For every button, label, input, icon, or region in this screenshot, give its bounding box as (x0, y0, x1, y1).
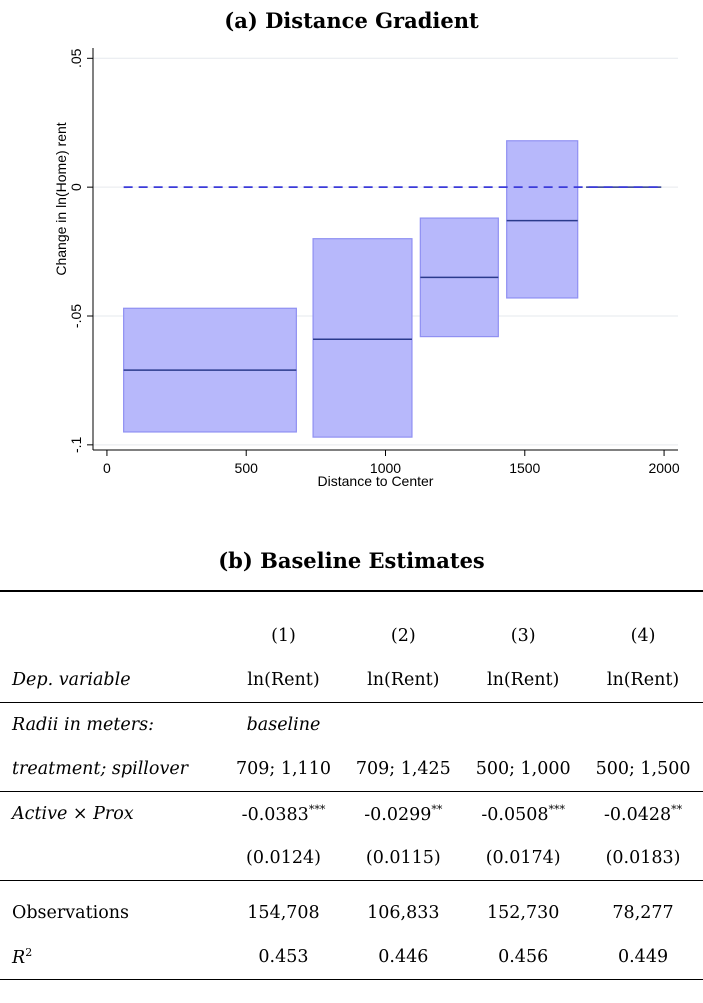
x-tick-label: 0 (103, 460, 111, 476)
treatment-cell: 709; 1,110 (236, 759, 331, 779)
dep-variable-cell: ln(Rent) (247, 670, 320, 690)
axes: 0 500 1000 1500 2000 -.1 -.05 0 .05 (68, 48, 680, 476)
observations-cell: 78,277 (612, 903, 674, 923)
coefficient-cell: -0.0508*** (463, 791, 584, 836)
observations-row: Observations 154,708 106,833 152,730 78,… (0, 891, 703, 935)
r-squared-label: R2 (12, 946, 33, 968)
radii-note: baseline (223, 702, 344, 747)
coefficient-label: Active × Prox (0, 791, 224, 836)
confidence-band (312, 238, 413, 438)
observations-cell: 106,833 (367, 903, 440, 923)
dep-variable-cell: ln(Rent) (486, 670, 560, 690)
treatment-cell: 500; 1,000 (475, 759, 571, 779)
observations-label: Observations (12, 903, 129, 923)
baseline-estimates-table: (1) (2) (3) (4) Dep. variable ln(Rent) l… (0, 590, 703, 984)
y-tick-label: .05 (68, 48, 84, 68)
x-tick-label: 500 (235, 460, 259, 476)
radii-row: Radii in meters: baseline (0, 702, 703, 747)
radii-label: Radii in meters: (0, 702, 224, 747)
r-squared-cell: 0.456 (498, 947, 549, 967)
x-tick-label: 1500 (509, 460, 540, 476)
standard-error-cell: (0.0183) (605, 848, 681, 868)
r-squared-row: R2 0.453 0.446 0.456 0.449 (0, 935, 703, 980)
dep-variable-row: Dep. variable ln(Rent) ln(Rent) ln(Rent)… (0, 658, 703, 703)
panel-a-title: (a) Distance Gradient (224, 8, 479, 33)
y-axis-label: Change in ln(Home) rent (53, 122, 69, 275)
coefficient-cell: -0.0383*** (223, 791, 344, 836)
column-header: (1) (271, 626, 296, 646)
coefficient-cell: -0.0428** (583, 791, 703, 836)
observations-cell: 154,708 (247, 903, 320, 923)
panel-b-title: (b) Baseline Estimates (218, 548, 485, 573)
standard-error-row: (0.0124) (0.0115) (0.0174) (0.0183) (0, 836, 703, 881)
dep-variable-cell: ln(Rent) (367, 670, 440, 690)
column-header: (4) (630, 626, 656, 646)
dep-variable-label: Dep. variable (12, 670, 131, 690)
coefficient-row: Active × Prox -0.0383*** -0.0299** -0.05… (0, 791, 703, 836)
x-tick-label: 2000 (648, 460, 679, 476)
treatment-spillover-label: treatment; spillover (12, 759, 189, 779)
estimate-bins (123, 140, 662, 438)
x-tick-label: 1000 (370, 460, 401, 476)
x-axis-label: Distance to Center (318, 473, 434, 489)
dep-variable-cell: ln(Rent) (606, 670, 680, 690)
observations-cell: 152,730 (486, 903, 560, 923)
standard-error-cell: (0.0174) (485, 848, 561, 868)
column-header-row: (1) (2) (3) (4) (0, 614, 703, 658)
r-squared-cell: 0.453 (258, 947, 309, 967)
treatment-cell: 500; 1,500 (595, 759, 691, 779)
column-header: (2) (390, 626, 416, 646)
y-tick-label: 0 (68, 183, 84, 191)
coefficient-cell: -0.0299** (343, 791, 464, 836)
y-tick-label: -.1 (68, 436, 84, 453)
treatment-spillover-row: treatment; spillover 709; 1,110 709; 1,4… (0, 747, 703, 792)
column-header: (3) (510, 626, 536, 646)
r-squared-cell: 0.449 (617, 947, 669, 967)
y-tick-label: -.05 (68, 304, 84, 328)
standard-error-cell: (0.0115) (365, 848, 441, 868)
treatment-cell: 709; 1,425 (355, 759, 451, 779)
distance-gradient-chart: 0 500 1000 1500 2000 -.1 -.05 0 .05 Distance to … (53, 48, 680, 489)
confidence-band (506, 140, 579, 299)
standard-error-cell: (0.0124) (246, 848, 321, 868)
r-squared-cell: 0.446 (378, 947, 429, 967)
